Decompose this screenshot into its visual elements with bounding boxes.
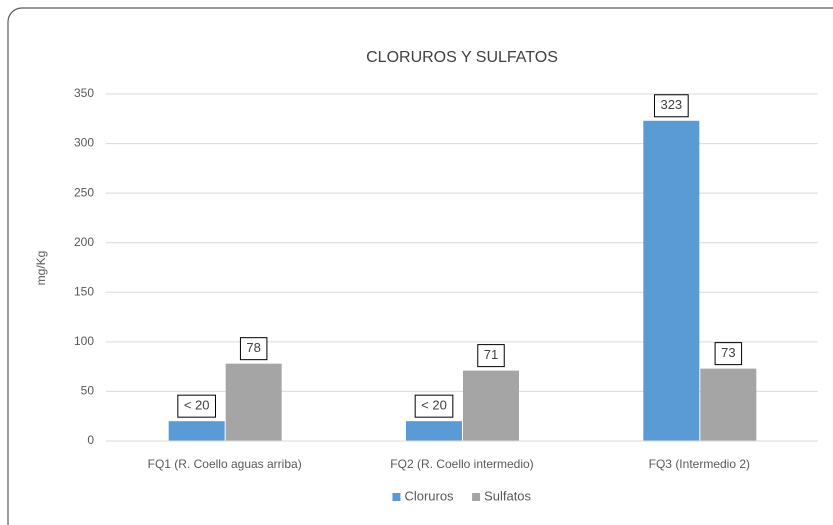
x-tick-label: FQ1 (R. Coello aguas arriba): [148, 457, 302, 471]
value-label: 323: [660, 97, 682, 112]
chart-title: CLORUROS Y SULFATOS: [366, 49, 558, 66]
value-label-box: [477, 344, 505, 368]
value-label: < 20: [421, 398, 447, 413]
chart-frame: [7, 7, 833, 525]
y-tick-label: 50: [81, 384, 95, 398]
y-tick-label: 100: [74, 334, 94, 348]
legend-label: Sulfatos: [484, 488, 531, 503]
bar: [700, 368, 757, 441]
bar: [168, 421, 225, 441]
bar: [225, 363, 282, 441]
y-tick-label: 250: [74, 185, 94, 199]
bar: [463, 370, 519, 441]
value-label: 78: [246, 340, 260, 355]
legend-label: Cloruros: [404, 488, 454, 503]
bar: [643, 120, 700, 442]
y-tick-label: 150: [74, 284, 94, 298]
value-label-box: [177, 394, 217, 418]
legend-swatch: [392, 493, 401, 501]
value-label-box: [653, 94, 689, 118]
value-label-box: [714, 342, 743, 366]
value-label: 71: [484, 347, 498, 362]
value-label-box: [414, 394, 454, 418]
value-label: < 20: [184, 398, 210, 413]
legend-swatch: [472, 493, 481, 501]
y-axis-label: mg/Kg: [34, 251, 48, 286]
y-tick-label: 0: [87, 433, 94, 447]
y-tick-label: 300: [74, 136, 94, 150]
y-tick-label: 350: [74, 86, 94, 100]
x-tick-label: FQ3 (Intermedio 2): [649, 457, 750, 471]
y-tick-label: 200: [74, 235, 94, 249]
x-tick-label: FQ2 (R. Coello intermedio): [390, 457, 533, 471]
value-label-box: [239, 337, 268, 361]
bar: [406, 421, 462, 441]
value-label: 73: [721, 345, 735, 360]
